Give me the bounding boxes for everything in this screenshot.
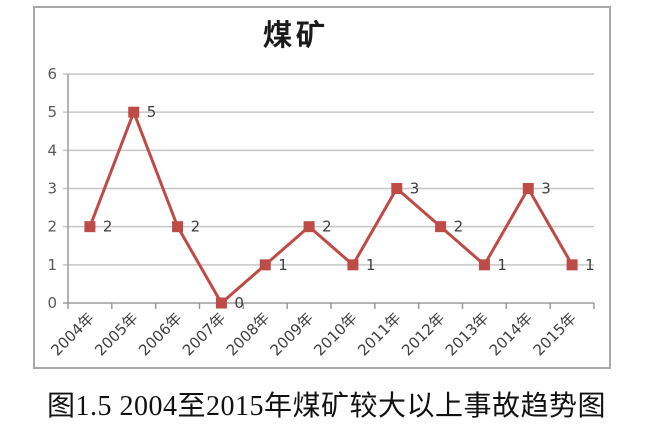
y-axis-tick-label: 2 bbox=[47, 218, 57, 236]
data-point-label: 2 bbox=[103, 218, 113, 236]
data-point-marker bbox=[522, 183, 534, 194]
x-axis-tick-label: 2014年 bbox=[486, 309, 536, 359]
data-point-label: 3 bbox=[410, 180, 420, 198]
data-point-marker bbox=[347, 259, 359, 271]
data-point-label: 5 bbox=[147, 103, 157, 121]
y-axis-tick-label: 4 bbox=[47, 141, 57, 159]
x-axis-tick-label: 2004年 bbox=[47, 309, 97, 359]
y-axis-tick-label: 3 bbox=[47, 180, 57, 198]
data-point-label: 1 bbox=[497, 256, 507, 274]
x-axis-tick-label: 2006年 bbox=[135, 309, 185, 359]
x-axis-tick-label: 2008年 bbox=[223, 309, 273, 359]
figure-caption: 图1.5 2004至2015年煤矿较大以上事故趋势图 bbox=[46, 391, 606, 422]
x-axis-tick-label: 2009年 bbox=[267, 309, 317, 359]
data-point-marker bbox=[566, 259, 578, 271]
x-axis-tick-label: 2013年 bbox=[442, 309, 492, 359]
data-point-marker bbox=[84, 221, 96, 233]
data-point-label: 2 bbox=[191, 218, 201, 236]
data-point-marker bbox=[303, 221, 315, 233]
data-point-label: 0 bbox=[234, 294, 244, 312]
data-point-label: 3 bbox=[541, 180, 551, 198]
data-point-marker bbox=[478, 259, 490, 271]
data-point-marker bbox=[391, 183, 403, 194]
trend-line bbox=[88, 107, 574, 306]
y-axis-tick-label: 0 bbox=[47, 294, 57, 312]
x-axis-tick-label: 2011年 bbox=[354, 309, 404, 359]
y-axis-tick-label: 6 bbox=[47, 65, 57, 83]
data-point-label: 1 bbox=[366, 256, 376, 274]
data-point-marker bbox=[172, 221, 184, 233]
data-point-label: 2 bbox=[454, 218, 464, 236]
data-point-marker bbox=[128, 106, 140, 118]
data-point-label: 2 bbox=[322, 218, 332, 236]
chart-title: 煤矿 bbox=[262, 18, 329, 52]
x-axis-tick-label: 2010年 bbox=[310, 309, 360, 359]
x-axis-tick-label: 2012年 bbox=[398, 309, 448, 359]
x-axis-tick-label: 2005年 bbox=[91, 309, 141, 359]
chart-frame bbox=[33, 6, 611, 369]
y-axis-tick-label: 5 bbox=[47, 103, 57, 121]
data-point-label: 1 bbox=[585, 256, 595, 274]
data-point-marker bbox=[259, 259, 271, 271]
x-axis-tick-label: 2007年 bbox=[179, 309, 229, 359]
y-axis-tick-label: 1 bbox=[47, 256, 57, 274]
data-point-marker bbox=[215, 297, 227, 309]
x-axis-tick-label: 2015年 bbox=[530, 309, 580, 359]
data-point-label: 1 bbox=[278, 256, 288, 274]
data-point-marker bbox=[435, 221, 447, 233]
